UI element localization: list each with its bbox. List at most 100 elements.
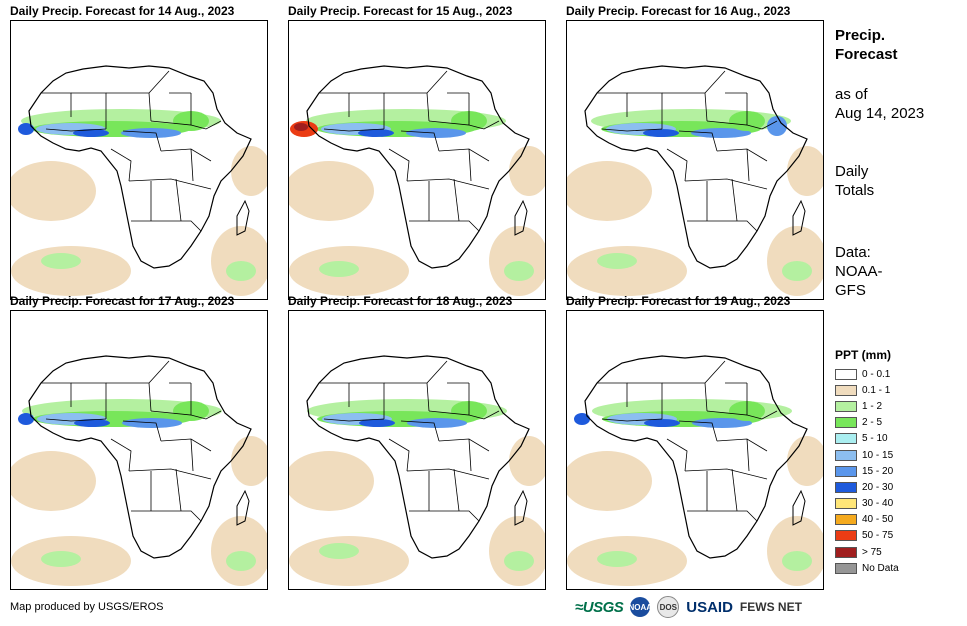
legend-item: 15 - 20 xyxy=(835,463,960,479)
totals-note: Daily Totals xyxy=(835,162,874,200)
country-border xyxy=(45,128,107,132)
country-border xyxy=(110,148,132,182)
panel-title: Daily Precip. Forecast for 19 Aug., 2023 xyxy=(566,294,791,308)
country-border xyxy=(731,178,738,222)
forecast-panel-aug-17: Daily Precip. Forecast for 17 Aug., 2023 xyxy=(10,294,268,590)
madagascar xyxy=(236,199,250,236)
legend-label: 30 - 40 xyxy=(862,498,894,510)
country-border xyxy=(122,130,162,152)
country-border xyxy=(128,468,212,480)
as-of-date: as of Aug 14, 2023 xyxy=(835,85,924,123)
precip-area xyxy=(643,129,679,137)
country-border xyxy=(468,438,472,472)
precip-area xyxy=(567,246,687,296)
country-border xyxy=(388,148,410,182)
legend-item: 40 - 50 xyxy=(835,512,960,528)
madagascar xyxy=(236,489,250,526)
precip-area xyxy=(597,551,637,567)
precip-area xyxy=(289,536,409,586)
country-border xyxy=(148,360,170,384)
precip-area xyxy=(644,419,680,427)
country-border xyxy=(704,360,726,384)
precip-area xyxy=(489,226,545,296)
precip-area xyxy=(782,261,812,281)
precip-map xyxy=(566,20,824,300)
precip-area xyxy=(504,551,534,571)
agency-logos: ≈USGS NOAA DOS USAID FEWS NET xyxy=(575,596,802,618)
precip-area xyxy=(226,261,256,281)
legend-item: 5 - 10 xyxy=(835,431,960,447)
country-border xyxy=(746,148,750,182)
legend-label: 10 - 15 xyxy=(862,449,894,461)
legend-item: 0 - 0.1 xyxy=(835,366,960,382)
country-border xyxy=(175,468,182,512)
coastline xyxy=(306,65,530,269)
precip-area xyxy=(574,413,590,425)
africa-map xyxy=(567,355,823,586)
forecast-panel-aug-15: Daily Precip. Forecast for 15 Aug., 2023 xyxy=(288,4,546,300)
africa-map xyxy=(289,65,545,296)
country-border xyxy=(468,120,500,130)
country-border xyxy=(716,148,768,162)
country-border xyxy=(128,178,212,190)
country-border xyxy=(746,438,750,472)
legend-title: PPT (mm) xyxy=(835,348,892,362)
legend-item: 1 - 2 xyxy=(835,398,960,414)
precip-area xyxy=(504,261,534,281)
precip-map xyxy=(10,310,268,590)
coastline xyxy=(306,355,530,559)
precip-legend: PPT (mm) 0 - 0.1 0.1 - 1 1 - 2 2 - 5 5 - 10 1… xyxy=(835,348,960,576)
data-source-line3: GFS xyxy=(835,282,866,299)
legend-swatch xyxy=(835,465,857,477)
legend-label: > 75 xyxy=(862,546,882,558)
legend-item: 2 - 5 xyxy=(835,415,960,431)
fews-net-logo: FEWS NET xyxy=(739,600,802,614)
country-border xyxy=(746,120,778,130)
country-border xyxy=(731,468,738,512)
precip-area xyxy=(691,128,751,138)
data-source-line2: NOAA- xyxy=(835,263,883,280)
legend-label: 20 - 30 xyxy=(862,481,894,493)
precip-area xyxy=(73,129,109,137)
africa-map xyxy=(289,355,545,586)
precip-area xyxy=(597,253,637,269)
country-border xyxy=(160,438,212,452)
side-title-line1: Precip. xyxy=(835,27,886,44)
precip-area xyxy=(509,436,545,486)
precip-area xyxy=(489,516,545,586)
country-border xyxy=(687,510,758,522)
precip-area xyxy=(767,516,823,586)
coastline xyxy=(584,65,808,269)
precip-area xyxy=(18,413,34,425)
legend-item: > 75 xyxy=(835,544,960,560)
panel-title: Daily Precip. Forecast for 16 Aug., 2023 xyxy=(566,4,791,18)
country-border xyxy=(716,438,768,452)
totals-line2: Totals xyxy=(835,182,875,199)
country-border xyxy=(400,420,440,442)
country-border xyxy=(406,178,490,190)
legend-swatch xyxy=(835,498,857,510)
country-border xyxy=(453,178,460,222)
country-border xyxy=(684,178,768,190)
panel-title: Daily Precip. Forecast for 18 Aug., 2023 xyxy=(288,294,513,308)
precip-area xyxy=(289,161,374,221)
country-border xyxy=(601,128,663,132)
madagascar xyxy=(792,199,806,236)
country-border xyxy=(746,410,778,420)
legend-swatch xyxy=(835,546,857,558)
country-border xyxy=(110,438,132,472)
country-border xyxy=(601,418,663,422)
legend-swatch xyxy=(835,514,857,526)
side-title: Precip. Forecast xyxy=(835,26,898,64)
precip-area xyxy=(319,543,359,559)
precip-area xyxy=(18,123,34,135)
country-border xyxy=(131,220,202,232)
legend-label: 2 - 5 xyxy=(862,417,883,429)
usaid-logo: USAID xyxy=(686,598,733,616)
legend-item: 50 - 75 xyxy=(835,528,960,544)
legend-label: 0.1 - 1 xyxy=(862,384,891,396)
country-border xyxy=(687,220,758,232)
precip-area xyxy=(11,161,96,221)
legend-swatch xyxy=(835,384,857,396)
forecast-panel-aug-14: Daily Precip. Forecast for 14 Aug., 2023 xyxy=(10,4,268,300)
